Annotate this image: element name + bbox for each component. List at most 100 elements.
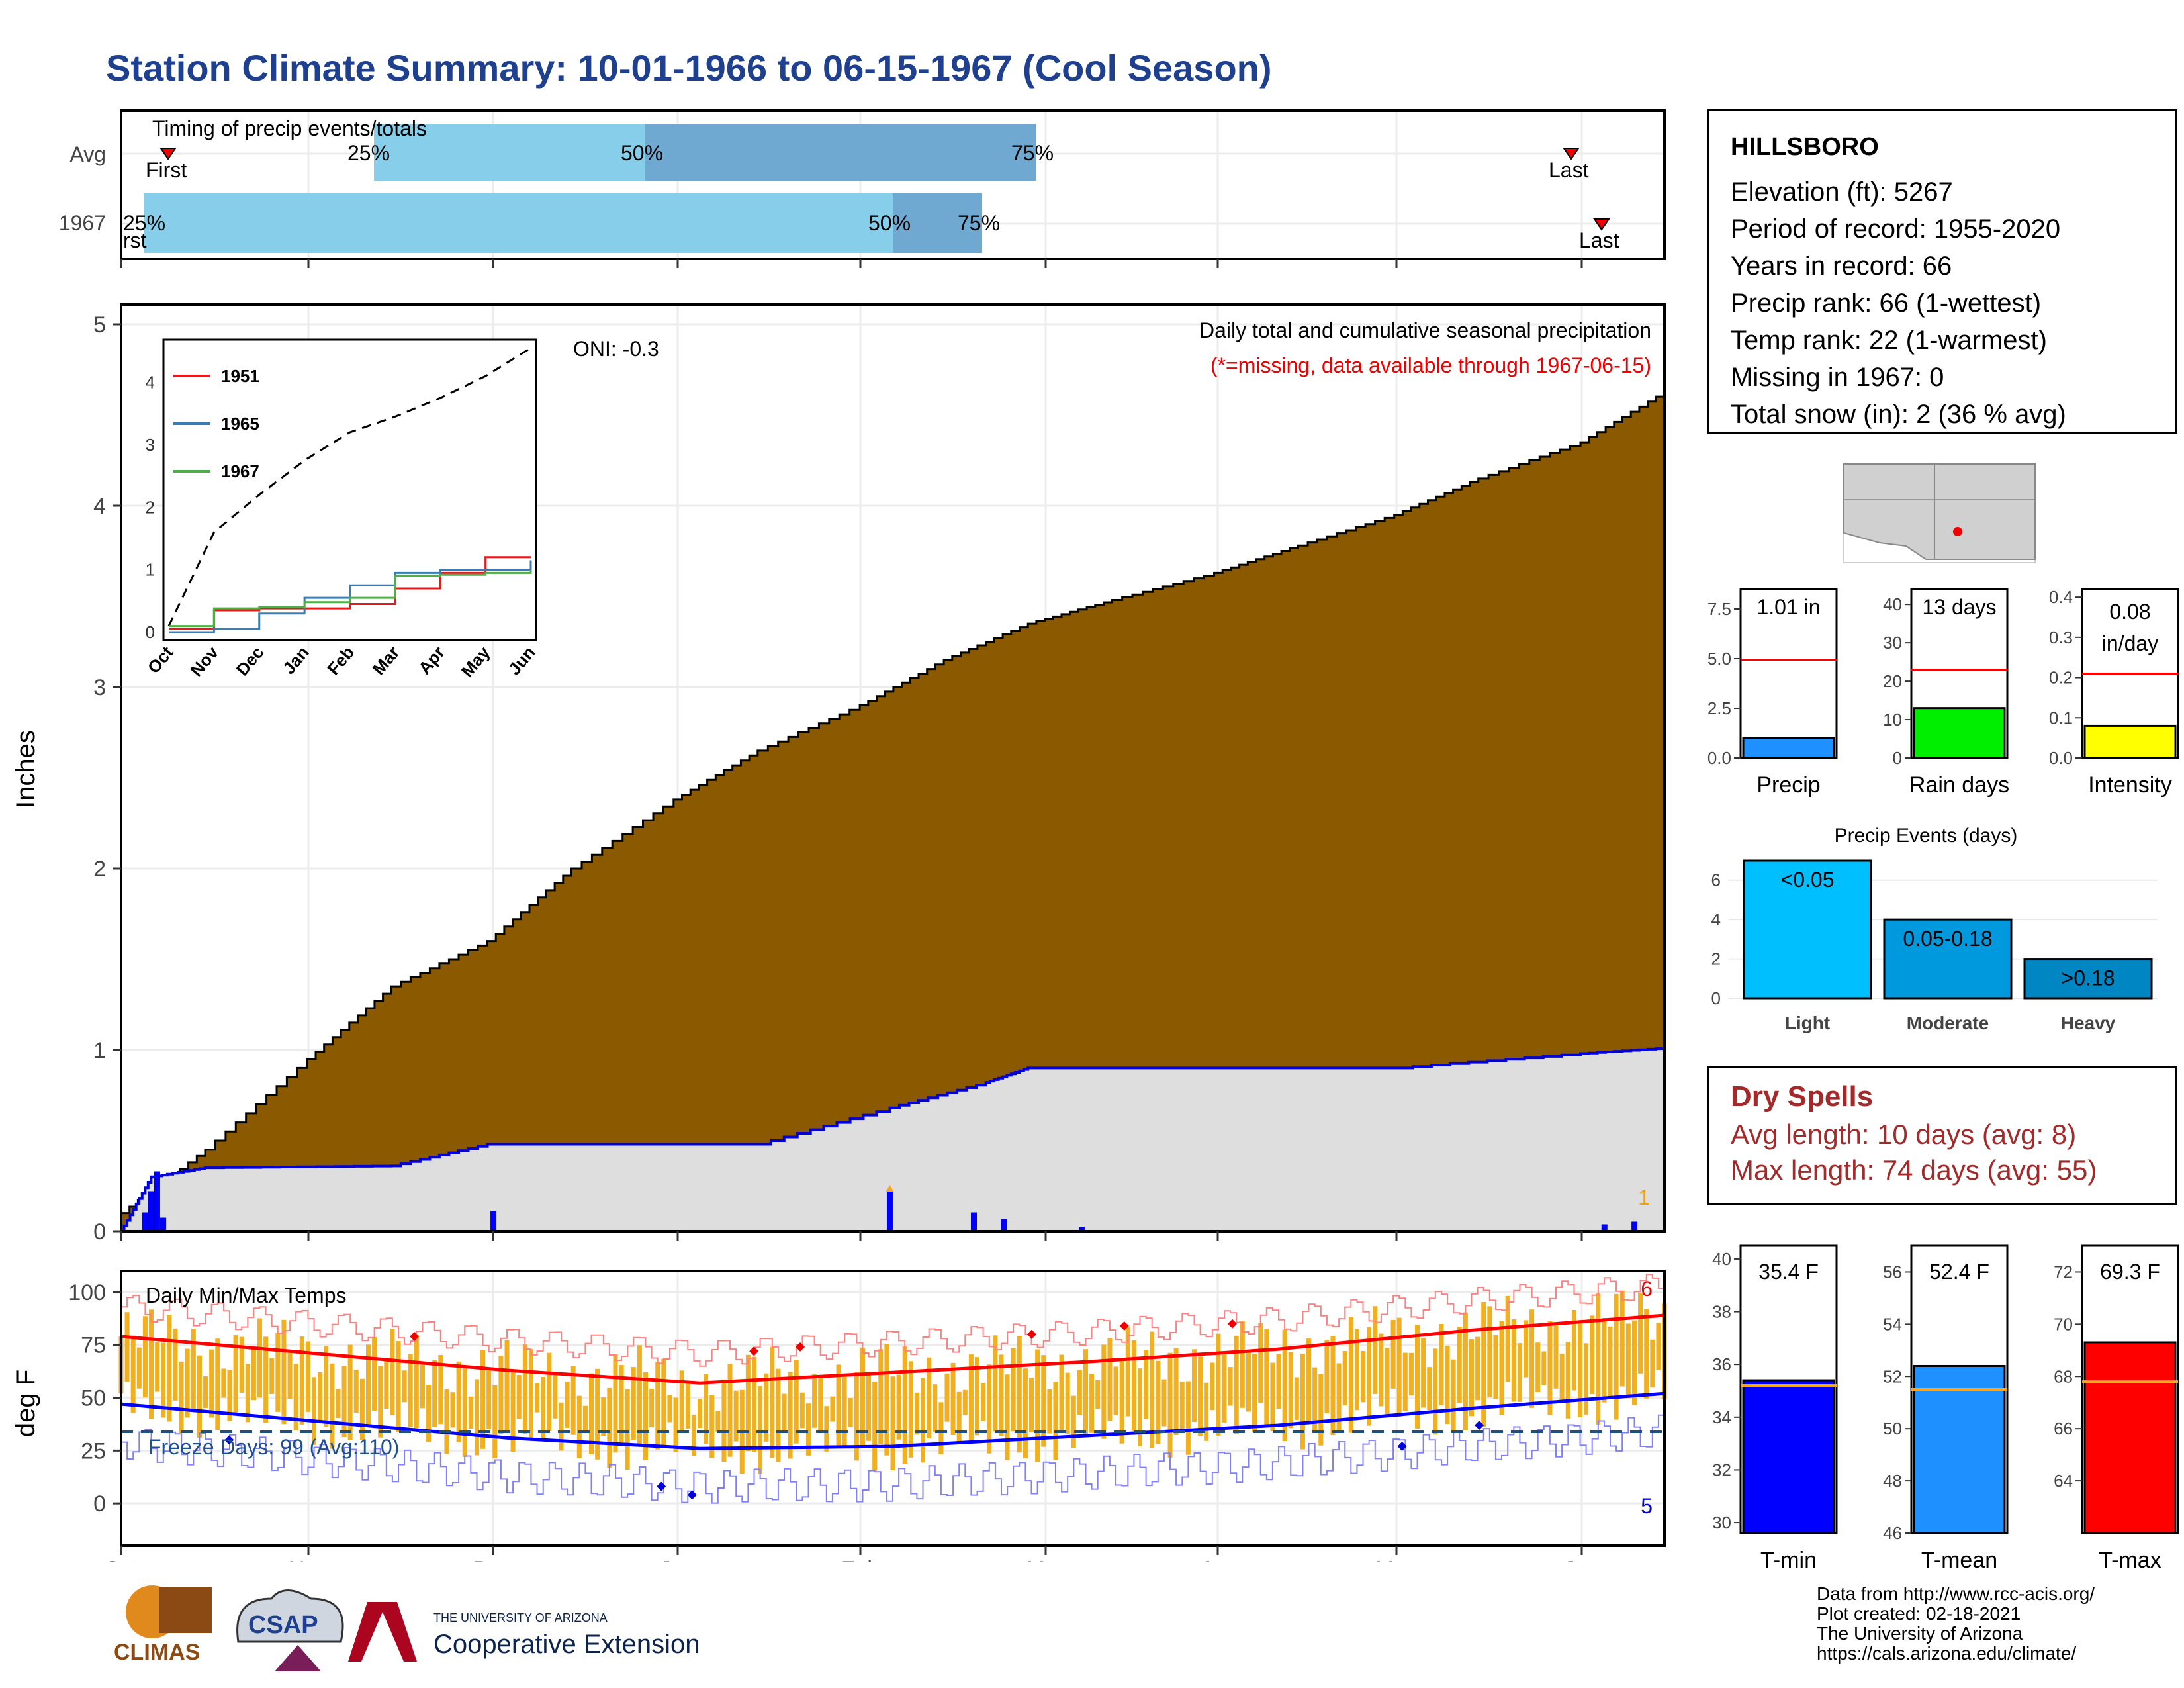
mini-tick-label: 0.0 — [2049, 748, 2073, 768]
daily-temp-bar — [1481, 1301, 1486, 1427]
events-category-label: Light — [1785, 1013, 1830, 1033]
daily-temp-bar — [649, 1389, 655, 1428]
temp-chart: 0 25 50 75 100 Oct Nov Dec Jan Feb Mar Apr May Jun D… — [11, 1270, 1667, 1562]
daily-temp-bar — [896, 1374, 901, 1440]
temp-xtick-label: Jan — [660, 1557, 696, 1562]
mini-tick-label: 0.0 — [1707, 748, 1731, 768]
temp-tick-label: 64 — [2054, 1471, 2073, 1491]
daily-temp-bar — [733, 1390, 739, 1442]
daily-temp-bar — [981, 1382, 986, 1421]
daily-temp-bar — [848, 1398, 853, 1428]
daily-temp-bar — [324, 1345, 329, 1427]
daily-temp-bar — [179, 1361, 184, 1434]
daily-temp-bar — [956, 1391, 962, 1444]
inset-xtick-label: Oct — [144, 642, 177, 677]
daily-precip-bar — [160, 1217, 167, 1232]
daily-temp-bar — [1379, 1333, 1384, 1407]
daily-temp-bar — [1433, 1348, 1438, 1435]
mini-bar-intensity — [2083, 724, 2177, 759]
daily-temp-bar — [1144, 1350, 1149, 1420]
inset-xtick-label: Apr — [414, 643, 449, 679]
daily-temp-bar — [667, 1395, 672, 1423]
events-range-label: >0.18 — [2062, 966, 2115, 990]
inset-line-avg — [167, 347, 531, 627]
temp-ytick-label: 75 — [81, 1333, 106, 1358]
daily-temp-bar — [625, 1389, 630, 1470]
inset-xtick-label: Dec — [232, 643, 268, 680]
daily-temp-bar — [1559, 1353, 1565, 1402]
daily-temp-bar — [643, 1372, 649, 1460]
daily-temp-bar — [1439, 1323, 1444, 1405]
daily-temp-bar — [468, 1396, 473, 1429]
daily-temp-bar — [1077, 1370, 1082, 1415]
station-location-dot — [1953, 527, 1962, 536]
avg-max-line — [120, 1313, 1665, 1385]
temp-tick-label: 70 — [2054, 1314, 2073, 1334]
missing-marker — [886, 1185, 894, 1192]
temp-tick-label: 72 — [2054, 1262, 2073, 1282]
main-ytick-label: 3 — [93, 675, 106, 700]
temp-ytick-label: 50 — [81, 1386, 106, 1411]
temp-title: Daily Min/Max Temps — [146, 1284, 346, 1307]
daily-temp-bar — [673, 1397, 678, 1452]
daily-temp-bar — [1590, 1315, 1595, 1395]
daily-temp-bar — [1415, 1325, 1420, 1429]
avg-p50-label: 50% — [621, 141, 663, 165]
daily-temp-bar — [782, 1393, 787, 1432]
temp-tick-label: 48 — [1883, 1471, 1902, 1491]
daily-temp-bar — [619, 1365, 624, 1443]
record-high-marker — [1119, 1321, 1129, 1331]
daily-temp-bar — [474, 1379, 479, 1456]
daily-temp-bar — [124, 1312, 130, 1382]
daily-temp-bar — [227, 1369, 232, 1421]
inset-line-1951 — [169, 556, 531, 630]
daily-temp-bar — [576, 1395, 582, 1458]
daily-temp-bar — [559, 1402, 564, 1451]
daily-temp-bar — [1644, 1309, 1649, 1399]
events-tick-label: 0 — [1711, 988, 1721, 1008]
daily-temp-bar — [1005, 1374, 1010, 1460]
dry-spells-avg: Avg length: 10 days (avg: 8) — [1731, 1119, 2077, 1150]
daily-temp-bar — [1336, 1363, 1342, 1430]
daily-temp-bar — [758, 1386, 763, 1474]
daily-temp-bar — [498, 1356, 504, 1434]
y1967-first-label: rst — [123, 228, 147, 252]
daily-temp-bar — [1191, 1349, 1197, 1423]
mini-axis-label: Intensity — [2088, 773, 2172, 798]
daily-temp-bar — [1541, 1351, 1547, 1385]
y1967-p25-label: 25% — [123, 211, 165, 235]
daily-temp-bar — [854, 1372, 859, 1461]
daily-temp-bar — [1216, 1333, 1221, 1436]
station-name: HILLSBORO — [1731, 133, 1879, 161]
daily-temp-bar — [486, 1368, 492, 1429]
freeze-label: Freeze Days: 99 (Avg:110) — [148, 1435, 399, 1459]
daily-temp-bar — [378, 1366, 383, 1438]
inset-xtick-label: Feb — [323, 643, 358, 679]
daily-temp-bar — [1487, 1306, 1492, 1397]
daily-temp-bar — [944, 1373, 950, 1422]
record-high-marker — [410, 1331, 420, 1341]
daily-temp-bar — [167, 1315, 172, 1422]
daily-temp-bar — [263, 1336, 269, 1423]
dry-spells-max: Max length: 74 days (avg: 55) — [1731, 1154, 2097, 1186]
daily-temp-bar — [161, 1342, 166, 1418]
daily-temp-bar — [347, 1344, 353, 1440]
mini-value-label: 0.08 — [2109, 600, 2150, 624]
record-low-marker — [1397, 1441, 1407, 1451]
daily-temp-bar — [390, 1329, 395, 1416]
daily-temp-bar — [1065, 1372, 1070, 1434]
daily-temp-bar — [1131, 1340, 1136, 1431]
daily-temp-bar — [492, 1385, 498, 1458]
daily-temp-bar — [1300, 1354, 1305, 1450]
daily-temp-bar — [450, 1392, 455, 1428]
daily-temp-bar — [191, 1329, 196, 1411]
record-high-marker — [1026, 1329, 1036, 1339]
daily-temp-bar — [432, 1360, 437, 1427]
daily-temp-bar — [1288, 1352, 1293, 1429]
station-elevation: Elevation (ft): 5267 — [1731, 177, 1953, 207]
inset-ytick-label: 4 — [146, 373, 155, 393]
daily-temp-bar — [203, 1376, 208, 1409]
temp-tick-label: 38 — [1712, 1302, 1731, 1322]
daily-temp-bar — [287, 1352, 293, 1399]
daily-temp-bar — [1059, 1354, 1064, 1430]
